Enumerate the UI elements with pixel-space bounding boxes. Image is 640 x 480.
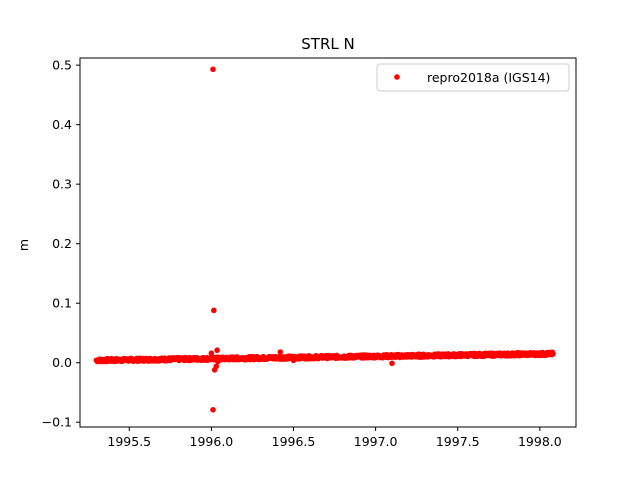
data-point	[208, 350, 215, 357]
y-tick-label: −0.1	[42, 415, 72, 430]
legend: repro2018a (IGS14)	[376, 63, 570, 92]
plot-frame	[79, 57, 577, 428]
legend-entry: repro2018a (IGS14)	[427, 70, 550, 85]
y-tick-label: 0.1	[52, 296, 72, 311]
axis-ticks: 1995.5 1996.0 1996.5 1997.0 1997.5 1998.0 −0.1…	[42, 58, 562, 449]
x-tick-label: 1996.5	[272, 434, 316, 449]
y-tick-label: 0.3	[52, 177, 72, 192]
y-tick-label: 0.4	[52, 117, 72, 132]
data-point	[213, 363, 220, 370]
data-point	[210, 66, 216, 73]
data-point	[277, 349, 284, 355]
x-tick-label: 1997.0	[354, 434, 398, 449]
x-tick-label: 1995.5	[107, 434, 151, 449]
y-axis-label: m	[16, 239, 31, 251]
y-tick-label: 0.0	[52, 355, 72, 370]
x-tick-label: 1997.5	[436, 434, 480, 449]
legend-marker	[394, 74, 400, 80]
data-points	[93, 66, 556, 413]
x-tick-label: 1998.0	[518, 434, 562, 449]
data-point	[214, 347, 220, 354]
data-point	[550, 351, 556, 357]
y-tick-label: 0.2	[52, 236, 72, 251]
data-point	[290, 357, 297, 364]
y-tick-label: 0.5	[52, 58, 72, 73]
data-point	[211, 307, 217, 314]
legend-box	[376, 63, 570, 92]
data-point	[389, 360, 395, 367]
chart-title: STRL N	[301, 35, 354, 53]
data-point	[210, 406, 216, 413]
data-point	[215, 358, 221, 365]
x-tick-label: 1996.0	[190, 434, 234, 449]
